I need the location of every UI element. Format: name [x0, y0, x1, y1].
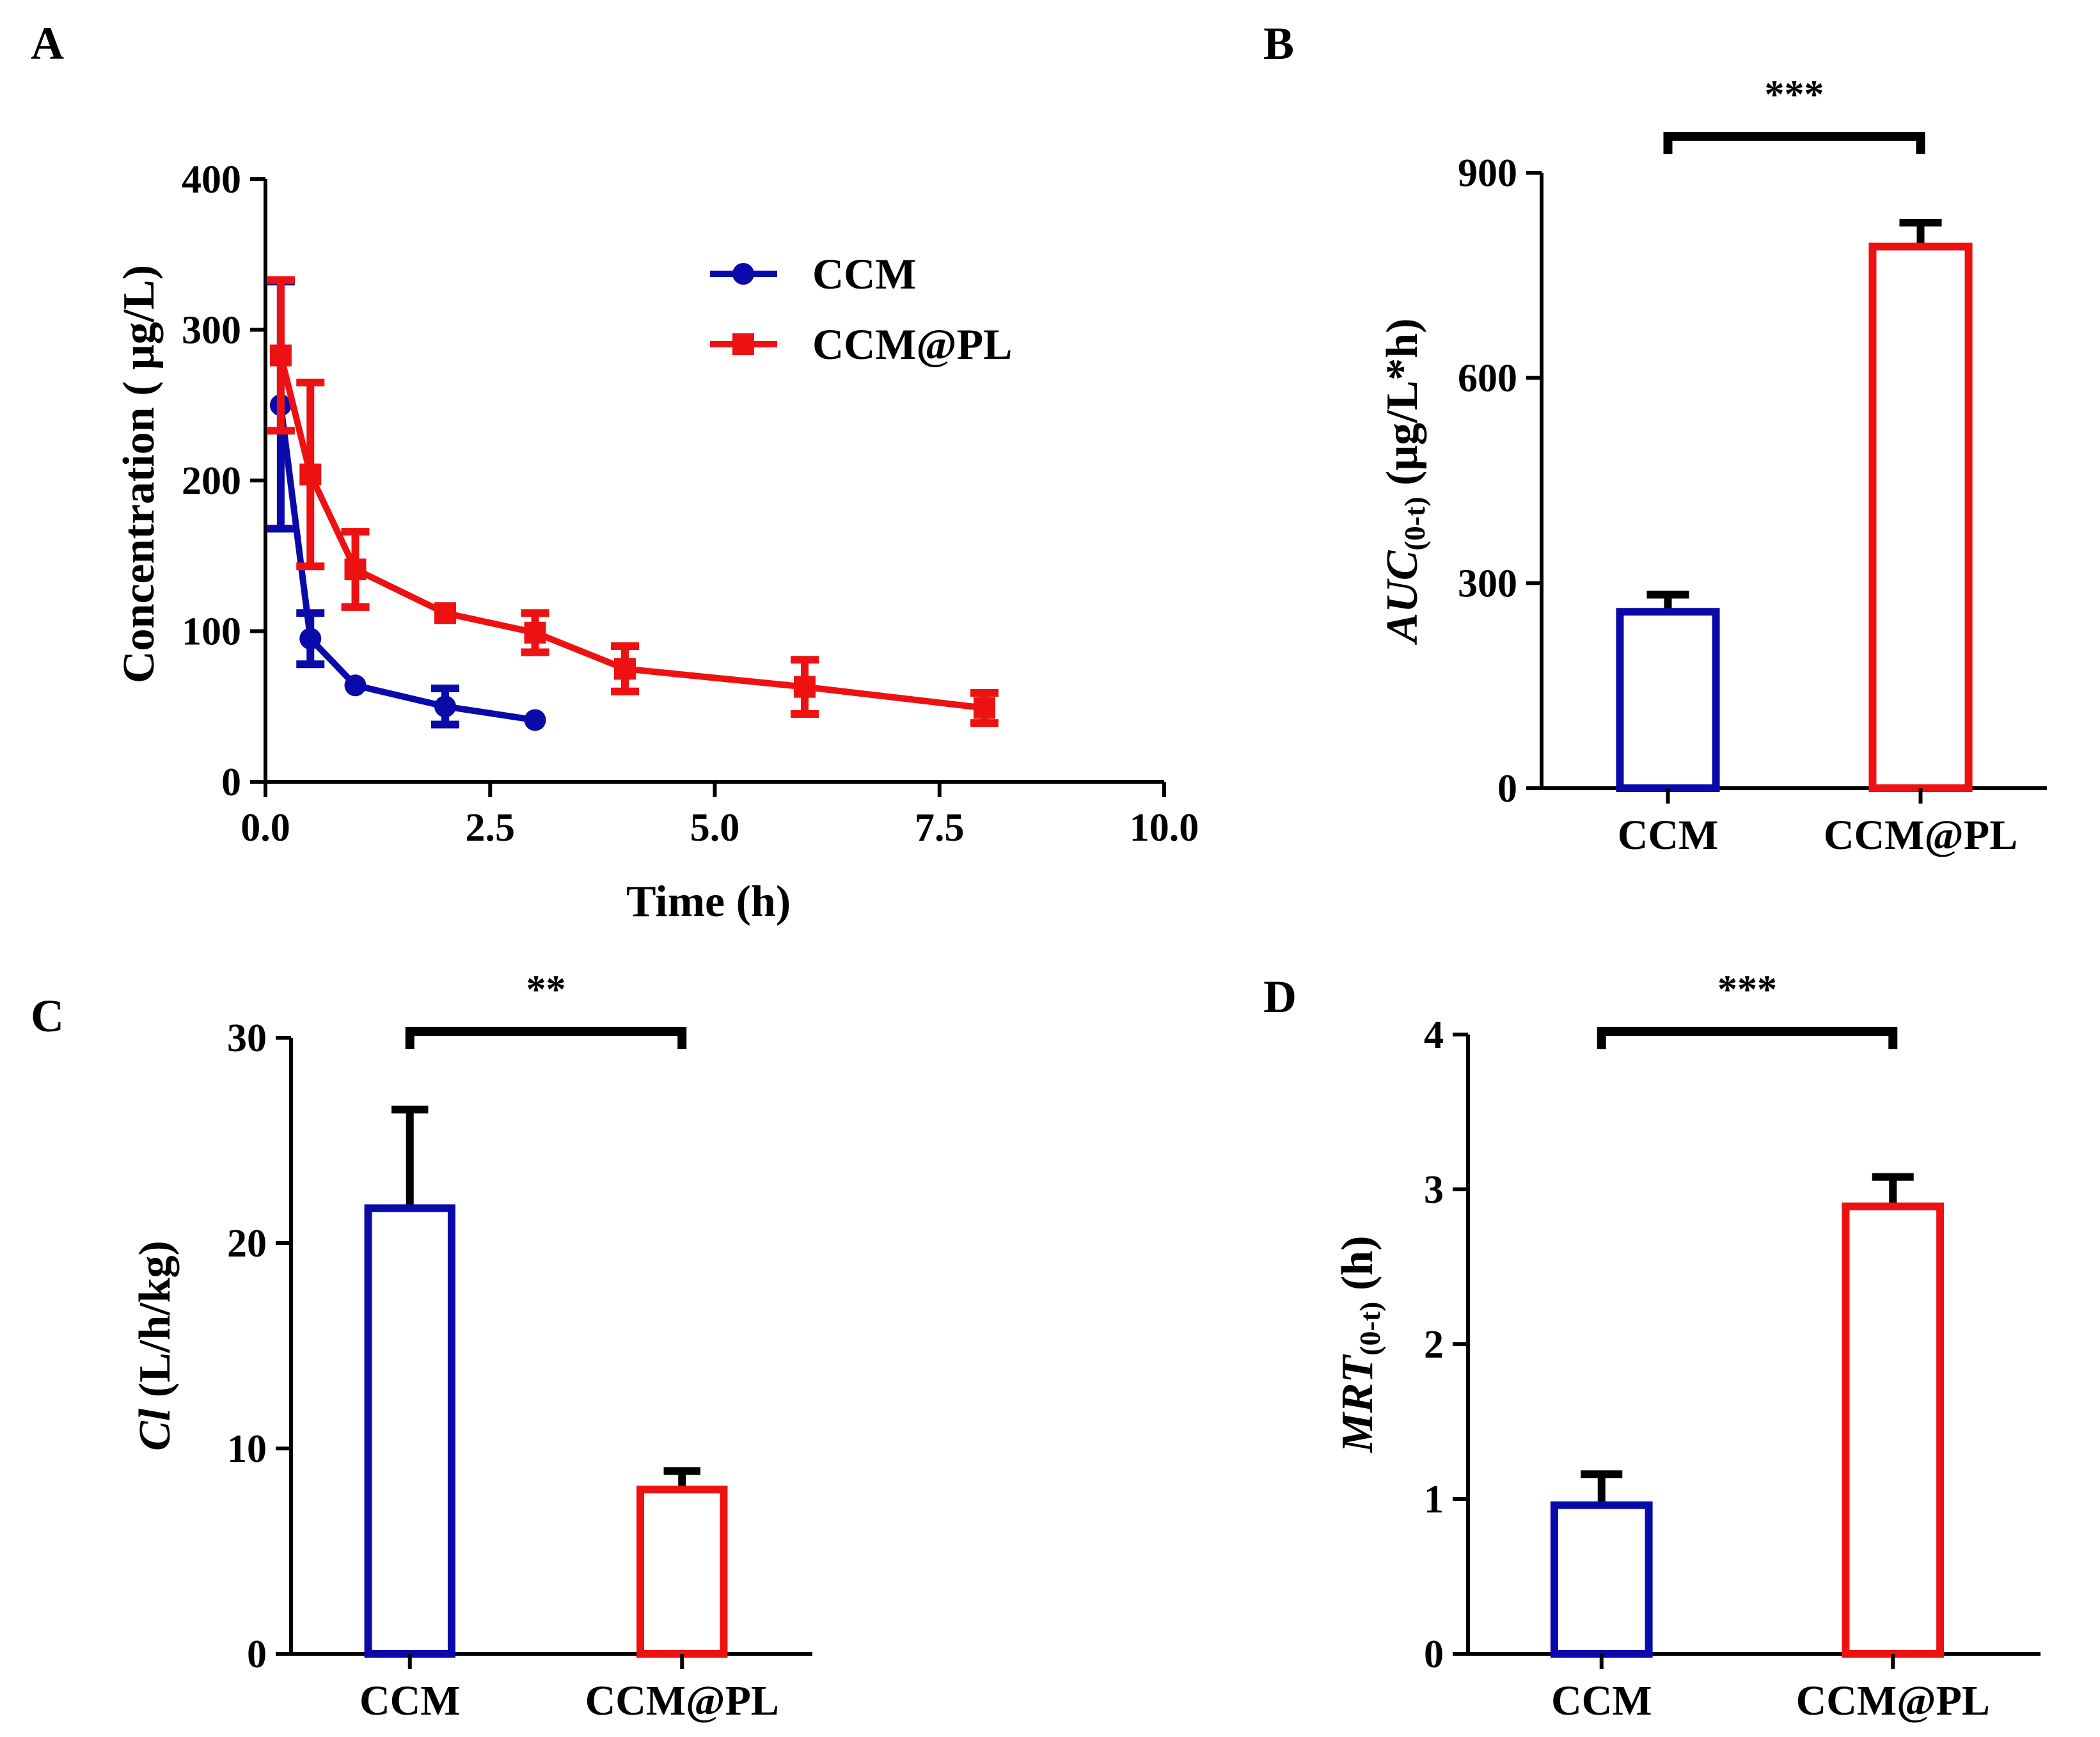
panel-a-x-tick-label: 2.5: [466, 806, 516, 850]
panel-b-ccm-pl-category-label: CCM@PL: [1824, 812, 2017, 859]
panel-b-y-axis-title-main: AUC: [1378, 550, 1427, 645]
panel-b-ccm-pl-error-bar: [1899, 219, 1942, 247]
panel-b-y-tick-label: 0: [1497, 767, 1517, 811]
panel-b-y-tick-label: 900: [1458, 152, 1517, 195]
panel-a-label: A: [31, 18, 64, 69]
panel-a-axes: 0 100 200 300 400 0.0 2.5 5.0 7.5 10.0 Time (h) Con…: [114, 158, 1199, 926]
panel-c-y-tick-label: 10: [227, 1427, 267, 1471]
panel-b-label: B: [1263, 18, 1294, 69]
panel-d-ccm-bar: [1550, 1501, 1653, 1658]
panel-b-y-axis-title-sub: (0-t): [1398, 496, 1431, 550]
panel-c-significance-bracket: [405, 1027, 687, 1049]
panel-b-plot: 0 300 600 900 CCM CCM@PL *** AUC(0-t) (μg/L*h): [1378, 73, 2047, 859]
panel-a-x-tick-label: 10.0: [1130, 806, 1199, 850]
panel-d-ccm-category-label: CCM: [1551, 1678, 1652, 1724]
panel-a-ccm-point: [299, 628, 322, 650]
panel-d-bar-chart: D 0 1 2 3 4 CCM CCM@PL *** MRT(0-t) (h): [1263, 968, 2041, 1724]
panel-d-plot: 0 1 2 3 4 CCM CCM@PL *** MRT(0-t) (h): [1333, 968, 2041, 1724]
panel-c-ccm-bar: [364, 1204, 455, 1658]
panel-b-ccm-category-label: CCM: [1618, 812, 1719, 859]
panel-c-ccm-pl-bar: [636, 1486, 728, 1658]
panel-c-plot: 0 10 20 30 CCM CCM@PL ** Cl (L/h/kg): [130, 968, 812, 1724]
panel-d-y-axis-title-main: MRT: [1333, 1354, 1382, 1454]
panel-d-ccm-error-bar: [1581, 1470, 1623, 1505]
panel-c-ccm-pl-category-label: CCM@PL: [585, 1678, 779, 1724]
panel-a-x-tick-label: 0.0: [241, 806, 290, 850]
panel-b-bar-chart: B 0 300 600 900 CCM CCM@PL *** AUC(0-t) (μg/L*h…: [1263, 18, 2047, 859]
panel-d-y-tick-label: 0: [1424, 1633, 1444, 1676]
panel-c-y-axis-title: Cl (L/h/kg): [130, 1241, 180, 1451]
panel-a-ccm-pl-point: [344, 558, 367, 580]
panel-a-x-tick-label: 7.5: [915, 806, 965, 850]
panel-a-y-tick-label: 300: [182, 309, 241, 353]
panel-b-ccm-bar: [1616, 608, 1720, 793]
panel-a-y-tick-label: 400: [182, 158, 241, 202]
panel-a-ccm-pl-point: [614, 658, 636, 680]
panel-d-y-axis-title: MRT(0-t) (h): [1333, 1235, 1386, 1453]
panel-d-y-axis-title-unit: (h): [1333, 1235, 1382, 1301]
panel-b-ccm-pl-bar: [1868, 242, 1973, 792]
panel-d-significance-label: ***: [1717, 968, 1777, 1011]
panel-b-y-axis-title: AUC(0-t) (μg/L*h): [1378, 318, 1431, 645]
panel-c-significance-label: **: [526, 968, 566, 1011]
panel-a-y-axis-title: Concentration ( μg/L): [114, 265, 164, 683]
panel-c-ccm-error-bar: [391, 1106, 429, 1209]
panel-a-ccm-pl-point: [434, 602, 456, 624]
panel-a-y-tick-label: 0: [221, 761, 241, 804]
panel-d-y-tick-label: 3: [1424, 1168, 1444, 1212]
panel-a-ccm-pl-point: [299, 463, 322, 486]
legend-ccm-pl-label: CCM@PL: [812, 320, 1013, 369]
panel-d-ccm-pl-error-bar: [1872, 1173, 1914, 1207]
panel-c-bar-chart: C 0 10 20 30 CCM CCM@PL ** Cl (L/h/kg): [31, 968, 812, 1724]
panel-a-ccm-pl-point: [524, 621, 546, 644]
panel-a-ccm-point: [344, 674, 367, 697]
legend-ccm-pl-marker: [732, 333, 754, 355]
panel-a-line-chart: A 0 100 200 300 400 0.0 2.5 5.0 7.5 10.0 Time (h) C…: [31, 18, 1199, 926]
panel-d-label: D: [1263, 971, 1297, 1022]
panel-a-series: [266, 276, 999, 731]
panel-d-significance-bracket: [1597, 1027, 1898, 1049]
panel-d-y-axis-title-sub: (0-t): [1354, 1302, 1386, 1356]
panel-c-y-tick-label: 0: [247, 1633, 267, 1676]
panel-d-ccm-pl-bar: [1842, 1202, 1945, 1658]
panel-a-y-tick-label: 200: [182, 459, 241, 503]
panel-c-y-tick-label: 30: [227, 1017, 267, 1060]
panel-a-x-axis-title: Time (h): [626, 877, 791, 926]
panel-a-ccm-pl-line: [278, 354, 985, 711]
panel-b-significance-label: ***: [1765, 73, 1824, 116]
panel-d-y-tick-label: 4: [1424, 1013, 1444, 1057]
panel-c-y-axis-title-main: Cl: [130, 1408, 180, 1451]
panel-d-ccm-pl-category-label: CCM@PL: [1796, 1678, 1990, 1724]
panel-b-significance-bracket: [1663, 132, 1925, 154]
panel-a-legend: CCM CCM@PL: [710, 250, 1013, 369]
panel-a-ccm-point: [524, 709, 546, 731]
panel-d-y-tick-label: 1: [1424, 1478, 1444, 1521]
panel-a-ccm-point: [434, 695, 456, 718]
panel-d-y-tick-label: 2: [1424, 1323, 1444, 1367]
panel-b-y-tick-label: 300: [1458, 562, 1517, 605]
panel-c-y-axis-title-unit: (L/h/kg): [130, 1241, 180, 1409]
panel-a-ccm-pl-point: [974, 697, 995, 719]
legend-ccm-marker: [732, 263, 754, 285]
panel-b-y-tick-label: 600: [1458, 357, 1517, 401]
panel-c-y-tick-label: 20: [227, 1222, 267, 1265]
panel-a-x-tick-label: 5.0: [690, 806, 740, 850]
panel-a-ccm-pl-point: [794, 676, 816, 698]
panel-c-ccm-category-label: CCM: [359, 1678, 461, 1724]
panel-a-ccm-pl-point: [269, 344, 292, 367]
legend-ccm-label: CCM: [812, 250, 916, 298]
panel-c-label: C: [31, 990, 64, 1042]
panel-b-y-axis-title-unit: (μg/L*h): [1378, 318, 1427, 496]
panel-a-y-tick-label: 100: [182, 610, 241, 654]
